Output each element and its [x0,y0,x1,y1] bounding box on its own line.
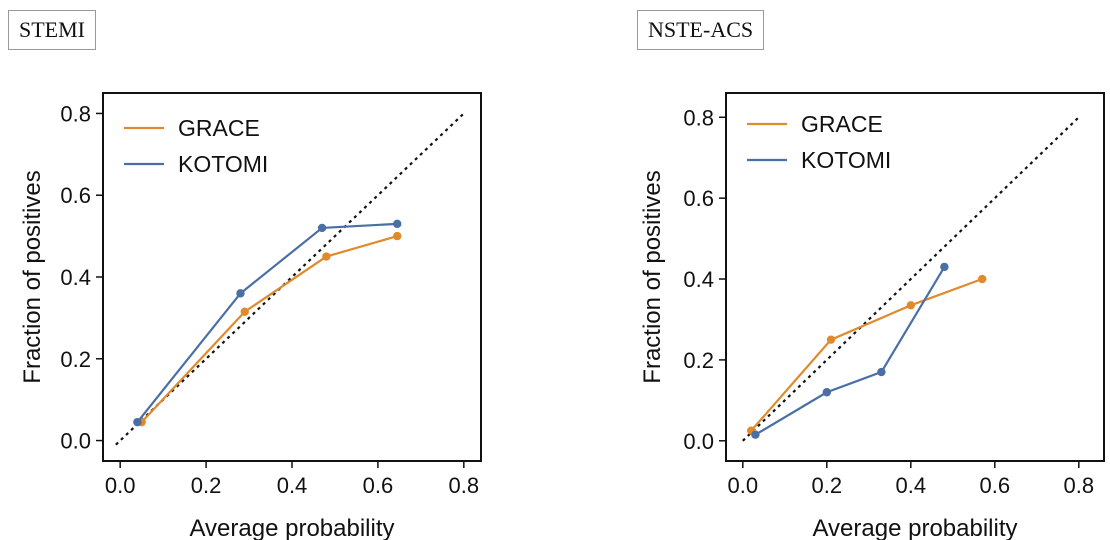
perfect-calibration-line [115,112,465,446]
data-point-kotomi [822,388,831,397]
y-tick-label: 0.2 [683,348,714,373]
legend-label-kotomi: KOTOMI [178,151,268,177]
perfect-calibration-line [742,116,1080,442]
y-axis-label: Fraction of positives [19,170,46,383]
plot-frame [725,92,1105,462]
series-line-grace [750,277,983,432]
x-tick-label: 0.0 [105,473,136,498]
y-axis-label: Fraction of positives [639,170,666,383]
x-tick-label: 0.0 [728,473,759,498]
y-tick-label: 0.0 [683,429,714,454]
data-point-kotomi [133,417,142,427]
x-tick-label: 0.6 [363,473,394,498]
x-tick-label: 0.6 [980,473,1011,498]
x-tick-label: 0.4 [896,473,927,498]
x-tick-label: 0.2 [191,473,222,498]
y-tick-label: 0.8 [683,105,714,130]
data-point-kotomi [751,430,760,439]
y-tick-label: 0.4 [683,267,714,292]
x-tick-label: 0.8 [449,473,480,498]
y-tick-label: 0.4 [60,265,91,290]
y-tick-label: 0.2 [60,347,91,372]
y-tick-label: 0.8 [60,101,91,126]
data-point-kotomi [317,223,327,233]
data-point-kotomi [236,289,245,298]
x-axis-label: Average probability [812,515,1017,540]
data-point-grace [393,231,402,241]
x-axis-label: Average probability [189,515,394,540]
legend-label-grace: GRACE [178,115,260,141]
data-point-grace [826,335,836,344]
legend-label-grace: GRACE [801,111,883,137]
data-point-kotomi [877,367,886,377]
series-line-kotomi [754,266,946,436]
series-line-grace [140,235,398,423]
legend-label-kotomi: KOTOMI [801,147,891,173]
data-point-grace [906,301,915,310]
y-tick-label: 0.6 [60,183,91,208]
data-point-kotomi [940,262,949,272]
x-tick-label: 0.2 [812,473,843,498]
data-point-kotomi [393,219,402,229]
data-point-grace [322,252,331,261]
data-point-grace [240,307,249,316]
panel-label-nste-acs: NSTE-ACS [637,10,765,50]
series-line-kotomi [136,222,398,423]
x-tick-label: 0.8 [1064,473,1095,498]
panel-label-stemi: STEMI [8,10,96,50]
y-tick-label: 0.6 [683,186,714,211]
data-point-grace [978,274,987,284]
y-tick-label: 0.0 [60,429,91,454]
x-tick-label: 0.4 [277,473,308,498]
